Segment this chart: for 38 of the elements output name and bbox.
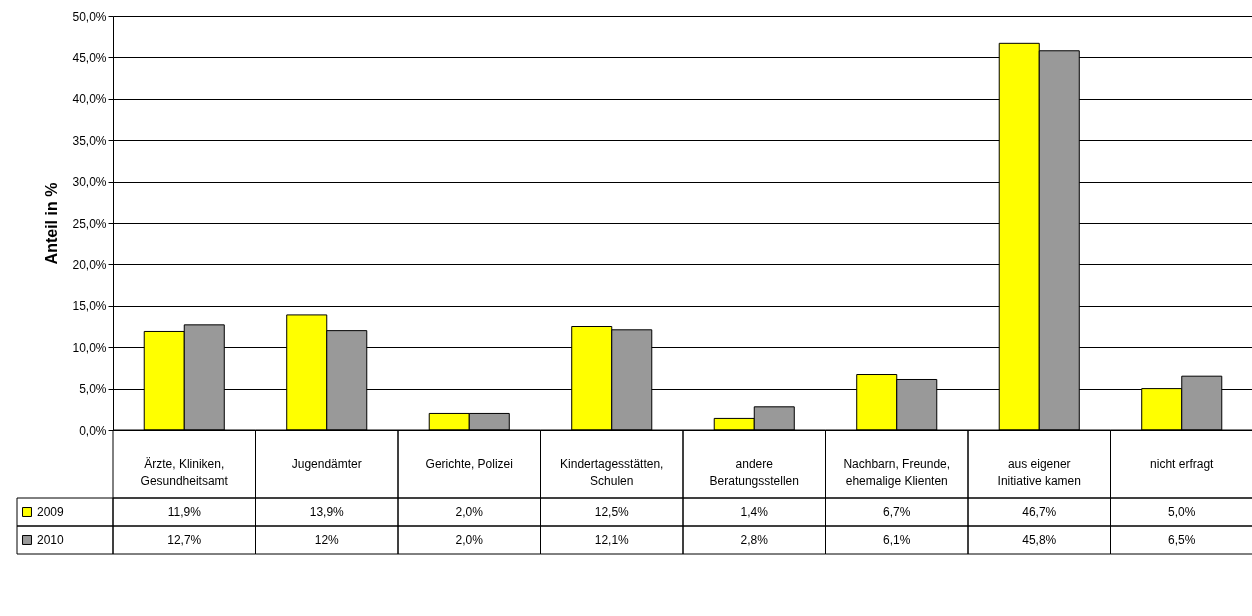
data-label: 5,0% <box>1168 505 1196 519</box>
x-tick-label: andere Beratungsstellen <box>709 457 799 488</box>
data-label: 6,7% <box>883 505 911 519</box>
y-tick-label: 40,0% <box>72 92 107 107</box>
y-tick-label: 35,0% <box>72 133 107 148</box>
x-tick-label: Nachbarn, Freunde, ehemalige Klienten <box>843 457 951 488</box>
data-label: 2,0% <box>455 505 484 519</box>
y-tick-label: 30,0% <box>72 175 107 190</box>
y-tick-label: 15,0% <box>72 299 107 314</box>
y-axis-title: Anteil in % <box>43 182 61 265</box>
data-label: 11,9% <box>167 505 202 519</box>
data-label: 12% <box>314 533 340 547</box>
x-tick-label: Ärzte, Kliniken, Gesundheitsamt <box>140 457 229 488</box>
data-label: 2,0% <box>455 533 484 547</box>
y-tick-label: 50,0% <box>72 9 107 24</box>
y-tick-label: 45,0% <box>72 50 107 65</box>
y-tick-label: 25,0% <box>72 216 107 231</box>
data-label: 1,4% <box>740 505 769 519</box>
x-tick-label: Gerichte, Polizei <box>425 457 513 471</box>
x-tick-label: aus eigener Initiative kamen <box>997 457 1081 488</box>
y-tick-label: 5,0% <box>79 382 107 397</box>
data-label: 45,8% <box>1022 533 1057 547</box>
data-label: 12,5% <box>594 505 630 519</box>
data-label: 46,7% <box>1022 505 1057 519</box>
y-tick-label: 20,0% <box>72 257 107 272</box>
data-label: 6,1% <box>883 533 911 547</box>
legend-label: 2009 <box>37 505 65 519</box>
y-tick-label: 0,0% <box>79 423 107 438</box>
legend-label: 2010 <box>37 533 65 547</box>
x-tick-label: nicht erfragt <box>1150 457 1215 471</box>
data-label: 2,8% <box>740 533 769 547</box>
data-label: 13,9% <box>309 505 345 519</box>
x-tick-label: Jugendämter <box>291 457 362 471</box>
y-tick-label: 10,0% <box>72 340 107 355</box>
data-label: 6,5% <box>1168 533 1196 547</box>
data-label: 12,7% <box>167 533 202 547</box>
x-tick-label: Kindertagesstätten, Schulen <box>560 457 664 488</box>
data-label: 12,1% <box>594 533 630 547</box>
